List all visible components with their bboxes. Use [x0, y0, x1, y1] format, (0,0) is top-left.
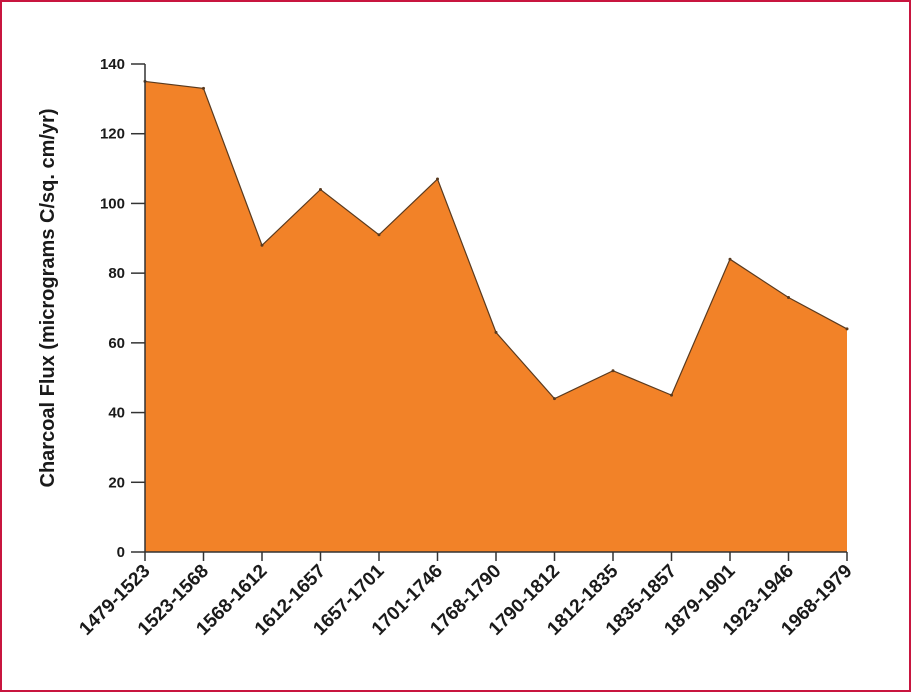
y-ticks: 0 20 40 60 80 100 120 140: [100, 56, 145, 561]
data-point: [260, 243, 264, 247]
data-point: [611, 369, 615, 373]
y-tick-label: 60: [108, 335, 125, 352]
area-fill: [145, 81, 847, 552]
data-point: [319, 187, 322, 191]
data-point: [845, 327, 849, 331]
data-point: [494, 330, 498, 334]
data-point: [670, 393, 673, 397]
data-point: [728, 257, 732, 261]
y-tick-label: 40: [108, 405, 125, 422]
y-tick-label: 0: [117, 544, 125, 561]
data-point: [436, 177, 439, 181]
x-ticks: 1479-15231523-15681568-16121612-16571657…: [75, 552, 857, 640]
y-tick-label: 120: [100, 126, 125, 143]
y-tick-label: 100: [100, 195, 125, 212]
y-tick-label: 140: [100, 56, 125, 73]
data-point: [202, 86, 205, 90]
plot-layer: [143, 79, 849, 552]
y-tick-label: 20: [108, 474, 125, 491]
data-point: [553, 397, 556, 401]
y-axis-title: Charcoal Flux (micrograms C/sq. cm/yr): [37, 108, 59, 487]
y-tick-label: 80: [108, 265, 125, 282]
data-point: [377, 233, 381, 237]
data-point: [787, 296, 790, 300]
